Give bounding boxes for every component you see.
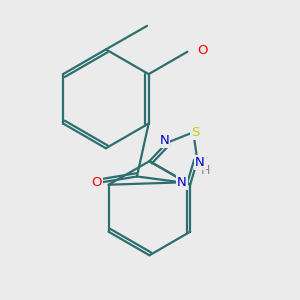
Text: S: S	[191, 126, 200, 139]
Text: O: O	[92, 176, 102, 189]
Text: O: O	[197, 44, 208, 57]
Text: N: N	[195, 156, 205, 169]
Text: N: N	[160, 134, 169, 147]
Text: O: O	[197, 44, 208, 57]
Text: H: H	[200, 164, 210, 177]
Text: N: N	[177, 176, 187, 189]
